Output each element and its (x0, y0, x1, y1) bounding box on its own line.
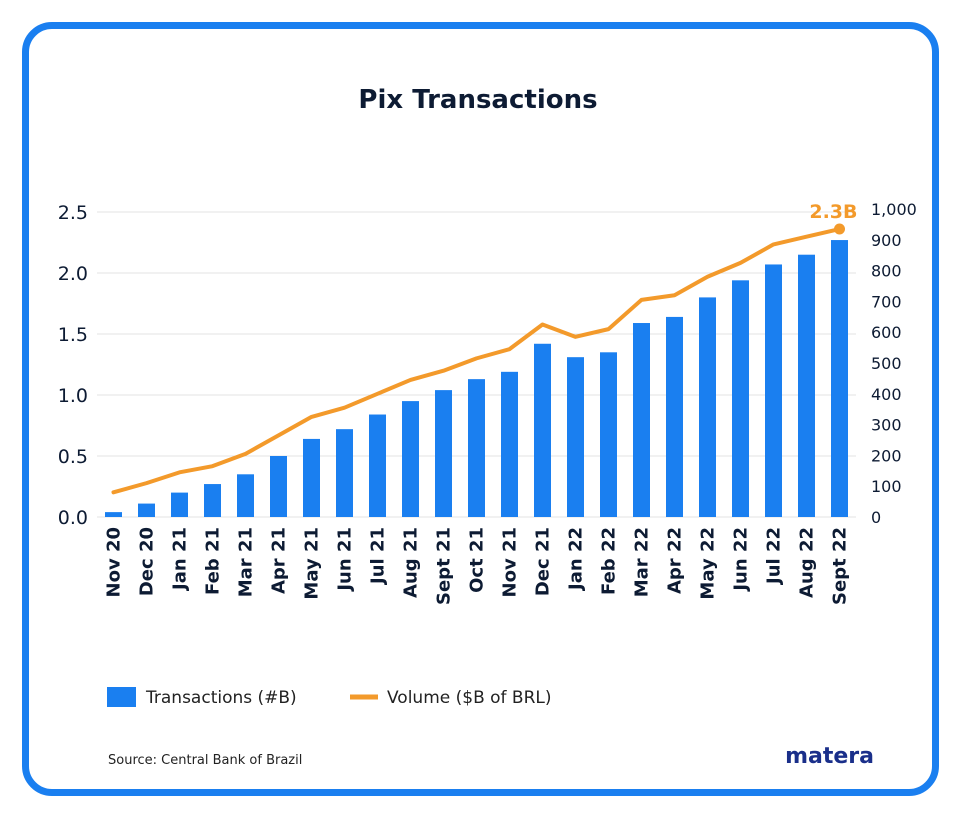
x-tick-label: Sept 22 (830, 527, 851, 605)
y-left-tick-label: 1.5 (58, 324, 88, 346)
y-right-tick-label: 1,000 (871, 200, 917, 219)
volume-line (111, 227, 842, 495)
line-series (111, 223, 845, 495)
legend-label-transactions: Transactions (#B) (145, 688, 297, 708)
bar-mar-21 (237, 474, 254, 517)
x-tick-label: Apr 21 (269, 527, 290, 594)
x-axis: Nov 20 Dec 20 Jan 21 Feb 21 Mar 21 Apr 21 May … (104, 527, 851, 605)
bar-jun-22 (732, 280, 749, 517)
bar-nov-20 (105, 512, 122, 517)
bar-aug-22 (798, 254, 815, 517)
bar-jun-21 (336, 429, 353, 517)
bar-series (105, 240, 848, 517)
x-tick-label: Nov 21 (500, 527, 521, 597)
source-note: Source: Central Bank of Brazil (108, 753, 302, 768)
bar-aug-21 (402, 401, 419, 517)
matera-logo: matera (785, 744, 874, 769)
bar-sept-22 (831, 240, 848, 517)
y-left-tick-label: 2.5 (58, 202, 88, 224)
bar-dec-20 (138, 503, 155, 517)
bar-mar-22 (633, 323, 650, 517)
y-right-tick-label: 0 (871, 508, 881, 527)
bar-feb-22 (600, 352, 617, 517)
end-value-label: 2.3B (809, 201, 857, 223)
x-tick-label: May 21 (302, 527, 323, 600)
x-tick-label: Aug 21 (401, 527, 422, 598)
y-right-tick-label: 600 (871, 323, 902, 342)
bar-jul-22 (765, 264, 782, 517)
x-tick-label: Dec 20 (137, 527, 158, 596)
y-left-tick-label: 2.0 (58, 263, 88, 285)
bar-dec-21 (534, 343, 551, 517)
bar-jan-21 (171, 492, 188, 517)
y-left-tick-label: 1.0 (58, 385, 88, 407)
x-tick-label: Jun 22 (731, 527, 752, 593)
x-tick-label: Jul 21 (368, 527, 389, 586)
legend-swatch-transactions (107, 687, 136, 707)
bar-apr-22 (666, 316, 683, 517)
y-right-tick-label: 300 (871, 416, 902, 435)
y-right-tick-label: 800 (871, 262, 902, 281)
legend-label-volume: Volume ($B of BRL) (387, 688, 552, 708)
x-tick-label: Dec 21 (533, 527, 554, 596)
bar-apr-21 (270, 456, 287, 517)
x-tick-label: Nov 20 (104, 527, 125, 597)
bar-nov-21 (501, 371, 518, 517)
right-axis: 0 100 200 300 400 500 600 700 800 900 1,000 (871, 200, 917, 527)
bar-jan-22 (567, 357, 584, 517)
bar-may-22 (699, 297, 716, 517)
x-tick-label: Jul 22 (764, 527, 785, 586)
x-tick-label: Jan 22 (566, 527, 587, 592)
bar-sept-21 (435, 390, 452, 517)
x-tick-label: Mar 22 (632, 527, 653, 597)
chart-title: Pix Transactions (358, 85, 597, 115)
y-right-tick-label: 500 (871, 354, 902, 373)
left-axis: 0.0 0.5 1.0 1.5 2.0 2.5 (58, 202, 88, 529)
volume-end-marker (834, 223, 845, 235)
y-right-tick-label: 400 (871, 385, 902, 404)
bar-jul-21 (369, 414, 386, 517)
x-tick-label: Feb 22 (599, 527, 620, 595)
x-tick-label: Jun 21 (335, 527, 356, 593)
x-tick-label: Apr 22 (665, 527, 686, 594)
y-left-tick-label: 0.0 (58, 507, 88, 529)
bar-oct-21 (468, 379, 485, 517)
bar-may-21 (303, 438, 320, 517)
y-right-tick-label: 700 (871, 292, 902, 311)
x-tick-label: Feb 21 (203, 527, 224, 595)
y-right-tick-label: 100 (871, 477, 902, 496)
x-tick-label: May 22 (698, 527, 719, 600)
gridlines (97, 211, 856, 518)
x-tick-label: Aug 22 (797, 527, 818, 598)
y-left-tick-label: 0.5 (58, 446, 88, 468)
x-tick-label: Mar 21 (236, 527, 257, 597)
bar-feb-21 (204, 484, 221, 517)
x-tick-label: Oct 21 (467, 527, 488, 593)
y-right-tick-label: 200 (871, 446, 902, 465)
y-right-tick-label: 900 (871, 231, 902, 250)
x-tick-label: Jan 21 (170, 527, 191, 592)
x-tick-label: Sept 21 (434, 527, 455, 605)
